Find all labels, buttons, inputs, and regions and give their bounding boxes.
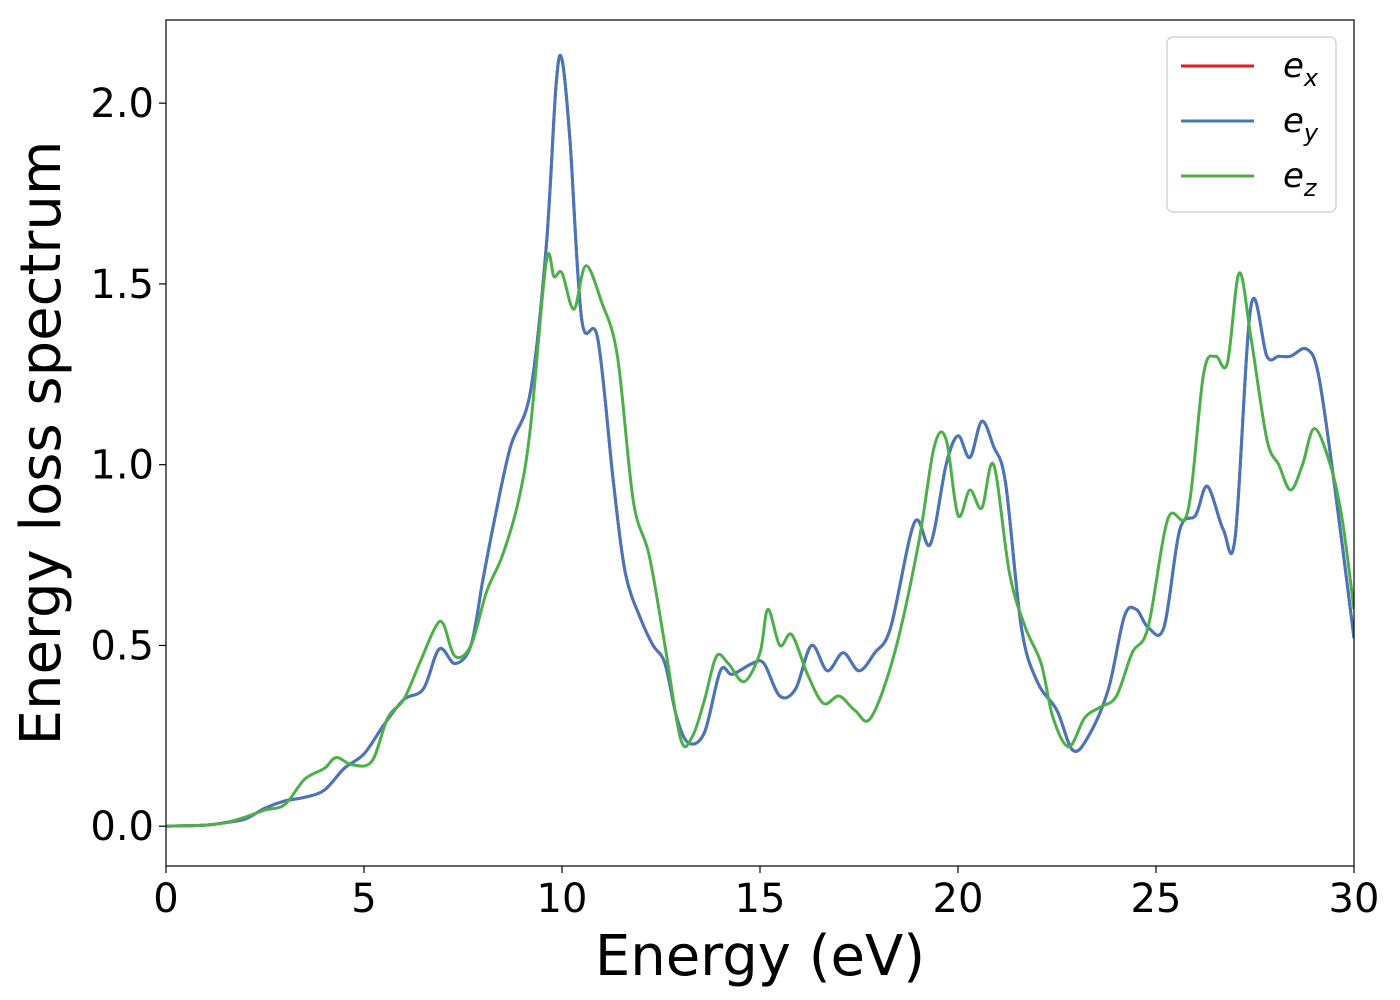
y-axis-label: Energy loss spectrum [9, 141, 74, 746]
series-line-z [166, 252, 1354, 828]
y-axis: 0.0 0.5 1.0 1.5 2.0 [90, 81, 166, 850]
legend-label-z: ez [1283, 156, 1318, 202]
y-tick-label: 0.0 [90, 804, 154, 850]
x-tick-label: 20 [933, 876, 984, 922]
x-tick-label: 15 [735, 876, 786, 922]
x-axis-label: Energy (eV) [595, 924, 925, 989]
legend: ex ey ez [1166, 36, 1337, 213]
legend-label-y: ey [1283, 101, 1319, 147]
x-tick-label: 25 [1131, 876, 1182, 922]
y-tick-label: 0.5 [90, 623, 154, 669]
y-tick-label: 2.0 [90, 81, 154, 127]
y-tick-label: 1.5 [90, 262, 154, 308]
legend-label-x: ex [1283, 46, 1319, 92]
x-axis: 0 5 10 15 20 25 30 [153, 866, 1379, 922]
legend-box [1166, 36, 1337, 213]
series-layer [166, 54, 1354, 828]
y-tick-label: 1.0 [90, 443, 154, 489]
x-tick-label: 0 [153, 876, 178, 922]
x-tick-label: 10 [537, 876, 588, 922]
x-tick-label: 30 [1329, 876, 1380, 922]
x-tick-label: 5 [351, 876, 376, 922]
